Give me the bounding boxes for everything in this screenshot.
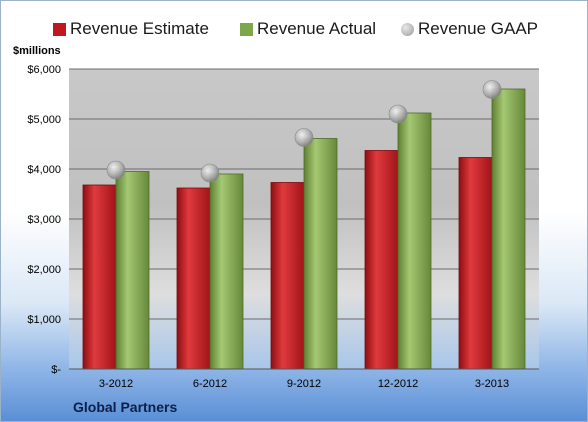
company-name: Global Partners [73, 399, 178, 415]
bar-revenue-estimate [176, 187, 211, 370]
marker-revenue-gaap [200, 163, 220, 183]
marker-revenue-gaap [388, 104, 408, 124]
legend-label-estimate: Revenue Estimate [70, 19, 209, 38]
marker-revenue-gaap [294, 128, 314, 147]
marker-revenue-gaap [106, 160, 126, 180]
x-tick-label: 6-2012 [193, 378, 227, 390]
x-tick-label: 3-2013 [475, 378, 509, 390]
legend-marker-gaap [401, 22, 414, 36]
legend-item-actual: Revenue Actual [240, 18, 376, 40]
y-unit-label: $millions [13, 45, 61, 57]
bar-revenue-estimate [364, 150, 399, 370]
y-tick-label: $4,000 [27, 164, 61, 176]
y-tick-label: $2,000 [27, 264, 61, 276]
bar-revenue-actual [303, 138, 338, 370]
bar-revenue-actual [209, 173, 244, 370]
bar-revenue-estimate [270, 182, 305, 370]
x-tick-label: 9-2012 [287, 378, 321, 390]
bar-revenue-actual [115, 171, 150, 370]
legend-label-actual: Revenue Actual [257, 19, 377, 38]
legend-item-estimate: Revenue Estimate [53, 18, 209, 40]
bar-revenue-estimate [458, 157, 493, 370]
marker-revenue-gaap [482, 80, 502, 99]
y-tick-label: $- [51, 364, 61, 376]
y-tick-label: $1,000 [27, 314, 61, 326]
bar-revenue-actual [491, 88, 526, 370]
legend-label-gaap: Revenue GAAP [418, 19, 539, 38]
x-tick-label: 12-2012 [378, 378, 418, 390]
legend-item-gaap: Revenue GAAP [401, 18, 538, 40]
legend-swatch-estimate [53, 22, 66, 36]
bar-revenue-actual [397, 112, 432, 370]
y-tick-label: $6,000 [27, 64, 61, 76]
legend: Revenue Estimate Revenue Actual Revenue … [1, 18, 587, 40]
legend-swatch-actual [240, 22, 253, 36]
y-tick-label: $5,000 [27, 114, 61, 126]
bar-revenue-estimate [82, 184, 117, 370]
x-tick-label: 3-2012 [99, 378, 133, 390]
y-tick-label: $3,000 [27, 214, 61, 226]
